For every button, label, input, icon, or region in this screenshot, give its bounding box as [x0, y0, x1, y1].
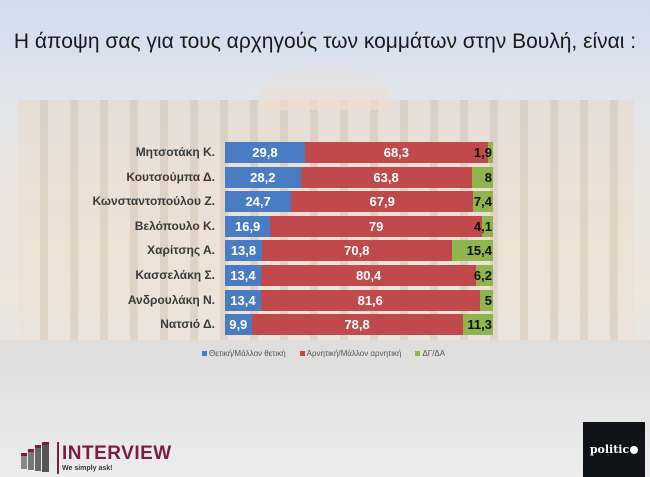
positive-segment: 13,8 [225, 240, 262, 262]
segment-value: 78,8 [344, 317, 370, 333]
bar-chart-logo-icon [21, 442, 49, 472]
segment-value: 16,9 [234, 218, 261, 234]
legend-label-positive: Θετική/Μάλλον θετική [209, 349, 286, 358]
segment-value: 28,2 [250, 169, 276, 185]
segment-value: 67,9 [369, 194, 395, 210]
stacked-bar: 13,4 80,4 6,2 [225, 265, 493, 286]
chart-row: Χαρίτσης Α. 13,8 70,8 15,4 [0, 240, 650, 262]
negative-segment: 67,9 [291, 191, 474, 213]
parliament-portico-background [260, 50, 390, 110]
chart-row: Νατσιό Δ. 9,9 78,8 11,3 [0, 314, 650, 336]
logo-divider [57, 442, 59, 474]
chart-row: Μητσοτάκη Κ. 29,8 68,3 1,9 [0, 142, 650, 163]
stacked-bar: 24,7 67,9 7,4 [225, 191, 493, 213]
legend-swatch-positive [202, 351, 207, 356]
segment-value: 79 [368, 218, 384, 234]
segment-value: 6,2 [473, 268, 492, 283]
row-label: Ανδρουλάκη Ν. [127, 292, 215, 307]
row-label: Νατσιό Δ. [160, 317, 215, 332]
segment-value: 13,4 [230, 292, 256, 308]
segment-value: 1,9 [473, 145, 492, 160]
chart-row: Ανδρουλάκη Ν. 13,4 81,6 5 [0, 289, 650, 311]
row-label: Χαρίτσης Α. [147, 243, 215, 258]
legend-swatch-negative [299, 351, 305, 356]
chart-row: Βελόπουλο Κ. 16,9 79 4,1 [0, 215, 650, 237]
segment-value: 5 [484, 292, 492, 308]
politic-logo: politic [583, 422, 645, 477]
positive-segment: 24,7 [225, 191, 292, 213]
segment-value: 4,1 [473, 218, 492, 234]
politic-logo-dot-icon [630, 445, 639, 454]
negative-segment: 70,8 [261, 240, 452, 262]
dont-know-segment: 7,4 [473, 191, 493, 213]
segment-value: 80,4 [355, 268, 382, 283]
stacked-bar: 13,4 81,6 5 [225, 289, 493, 311]
dont-know-segment: 4,1 [474, 215, 493, 237]
segment-value: 15,4 [466, 243, 492, 259]
segment-value: 70,8 [344, 243, 370, 259]
row-label: Κωνσταντοπούλου Ζ. [92, 194, 215, 209]
segment-value: 13,8 [230, 243, 257, 259]
segment-value: 7,4 [473, 194, 492, 210]
negative-segment: 63,8 [300, 166, 472, 188]
chart-legend: Θετική/Μάλλον θετική Αρνητική/Μάλλον αρν… [202, 349, 445, 358]
chart-row: Κασσελάκη Σ. 13,4 80,4 6,2 [0, 265, 650, 286]
legend-item-dont-know: ΔΓ/ΔΑ [415, 349, 445, 358]
segment-value: 29,8 [252, 145, 278, 160]
negative-segment: 78,8 [251, 314, 463, 336]
dont-know-segment: 5 [479, 289, 493, 311]
dont-know-segment: 6,2 [473, 265, 493, 286]
dont-know-segment: 11,3 [462, 314, 493, 336]
dont-know-segment: 8 [471, 166, 493, 188]
stacked-bar: 9,9 78,8 11,3 [225, 314, 493, 336]
positive-segment: 13,4 [225, 289, 261, 311]
legend-item-positive: Θετική/Μάλλον θετική [202, 349, 286, 358]
segment-value: 68,3 [383, 145, 410, 160]
legend-label-dont-know: ΔΓ/ΔΑ [422, 349, 446, 358]
negative-segment: 68,3 [304, 142, 488, 163]
dont-know-segment: 1,9 [474, 142, 493, 163]
negative-segment: 80,4 [260, 265, 477, 286]
segment-value: 13,4 [230, 268, 256, 283]
politic-logo-text: politic [589, 443, 630, 456]
positive-segment: 9,9 [225, 314, 252, 336]
stacked-bar: 28,2 63,8 8 [225, 166, 493, 188]
row-label: Μητσοτάκη Κ. [135, 145, 215, 159]
square-background [0, 340, 650, 477]
negative-segment: 79 [270, 215, 482, 237]
legend-item-negative: Αρνητική/Μάλλον αρνητική [299, 349, 402, 358]
row-label: Βελόπουλο Κ. [134, 218, 215, 233]
chart-row: Κωνσταντοπούλου Ζ. 24,7 67,9 7,4 [0, 191, 650, 213]
dont-know-segment: 15,4 [451, 240, 493, 262]
row-label: Κουτσούμπα Δ. [126, 169, 215, 184]
stacked-bar: 16,9 79 4,1 [225, 215, 493, 237]
positive-segment: 29,8 [225, 142, 305, 163]
row-label: Κασσελάκη Σ. [135, 268, 215, 282]
positive-segment: 28,2 [225, 166, 301, 188]
legend-label-negative: Αρνητική/Μάλλον αρνητική [306, 349, 402, 358]
segment-value: 24,7 [245, 194, 271, 210]
legend-swatch-dont-know [415, 351, 421, 356]
segment-value: 81,6 [357, 292, 383, 308]
chart-title: Η άποψη σας για τους αρχηγούς των κομμάτ… [13, 30, 637, 53]
stacked-bar: 13,8 70,8 15,4 [225, 240, 493, 262]
stacked-bar: 29,8 68,3 1,9 [225, 142, 493, 163]
interview-tagline: We simply ask! [62, 465, 113, 472]
negative-segment: 81,6 [260, 289, 480, 311]
interview-name: INTERVIEW [62, 443, 172, 464]
segment-value: 8 [484, 169, 492, 185]
interview-logo: INTERVIEW We simply ask! [20, 441, 172, 475]
positive-segment: 16,9 [225, 215, 271, 237]
positive-segment: 13,4 [225, 265, 261, 286]
segment-value: 63,8 [373, 169, 399, 185]
segment-value: 11,3 [467, 317, 492, 333]
chart-row: Κουτσούμπα Δ. 28,2 63,8 8 [0, 166, 650, 188]
segment-value: 9,9 [229, 317, 248, 333]
